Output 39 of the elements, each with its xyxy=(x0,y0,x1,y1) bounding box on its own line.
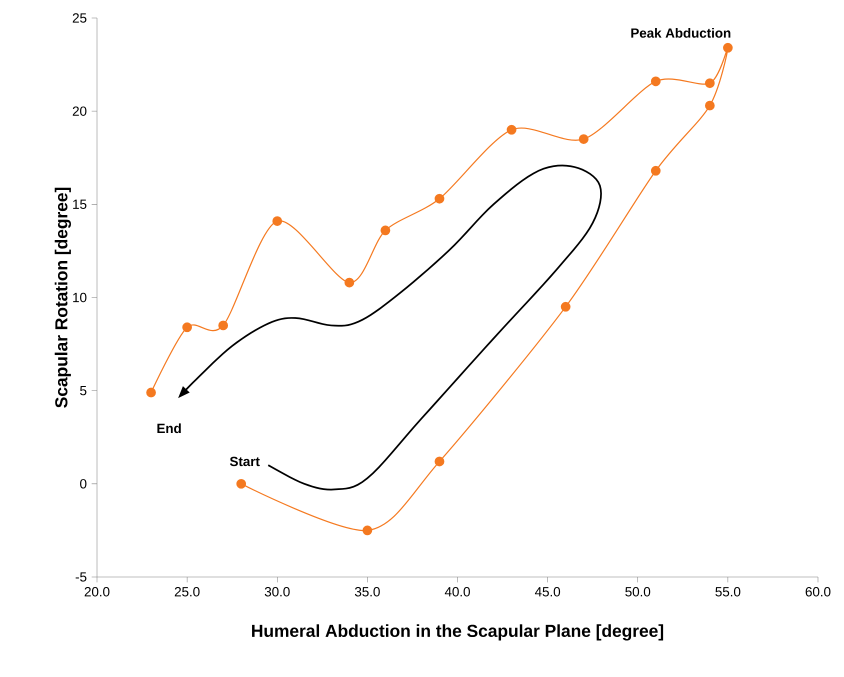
point xyxy=(434,194,444,204)
y-tick-label: 10 xyxy=(73,292,86,302)
point xyxy=(560,302,571,312)
annotation: Start xyxy=(230,456,260,466)
point xyxy=(704,100,715,110)
x-tick-label: 20.0 xyxy=(84,587,110,596)
point xyxy=(704,78,715,88)
x-tick-label: 25.0 xyxy=(174,587,200,596)
point xyxy=(506,124,516,135)
x-tick-label: 50.0 xyxy=(625,587,650,596)
annotation: End xyxy=(157,423,181,434)
point xyxy=(146,388,156,398)
y-tick-label: 0 xyxy=(80,479,86,489)
point xyxy=(578,134,589,144)
x-tick-label: 40.0 xyxy=(444,587,470,596)
point xyxy=(182,322,192,332)
point xyxy=(362,526,372,536)
x-tick-label: 55.0 xyxy=(715,587,740,596)
point xyxy=(650,76,661,86)
x-tick-label: 60.0 xyxy=(806,587,830,596)
point xyxy=(380,226,390,236)
x-tick-label: 30.0 xyxy=(264,587,290,596)
x-tick-label: 45.0 xyxy=(534,587,560,596)
y-axis-title: Scapular Rotation [degree] xyxy=(54,188,71,408)
y-tick-label: 20 xyxy=(72,106,86,116)
x-axis-title: Humeral Abduction in the Scapular Plane [degree] xyxy=(252,624,664,641)
y-tick-label: 5 xyxy=(80,386,86,396)
annotation: Peak Abduction xyxy=(631,28,730,38)
y-tick-label: 25 xyxy=(72,13,86,23)
y-tick-label: -5 xyxy=(76,572,86,582)
point xyxy=(236,478,246,489)
point xyxy=(434,456,444,466)
point xyxy=(723,42,733,53)
point xyxy=(344,278,354,288)
x-tick-label: 35.0 xyxy=(354,587,380,596)
y-tick-label: 15 xyxy=(73,200,86,209)
point xyxy=(650,166,661,176)
point xyxy=(272,216,282,226)
point xyxy=(218,320,228,330)
